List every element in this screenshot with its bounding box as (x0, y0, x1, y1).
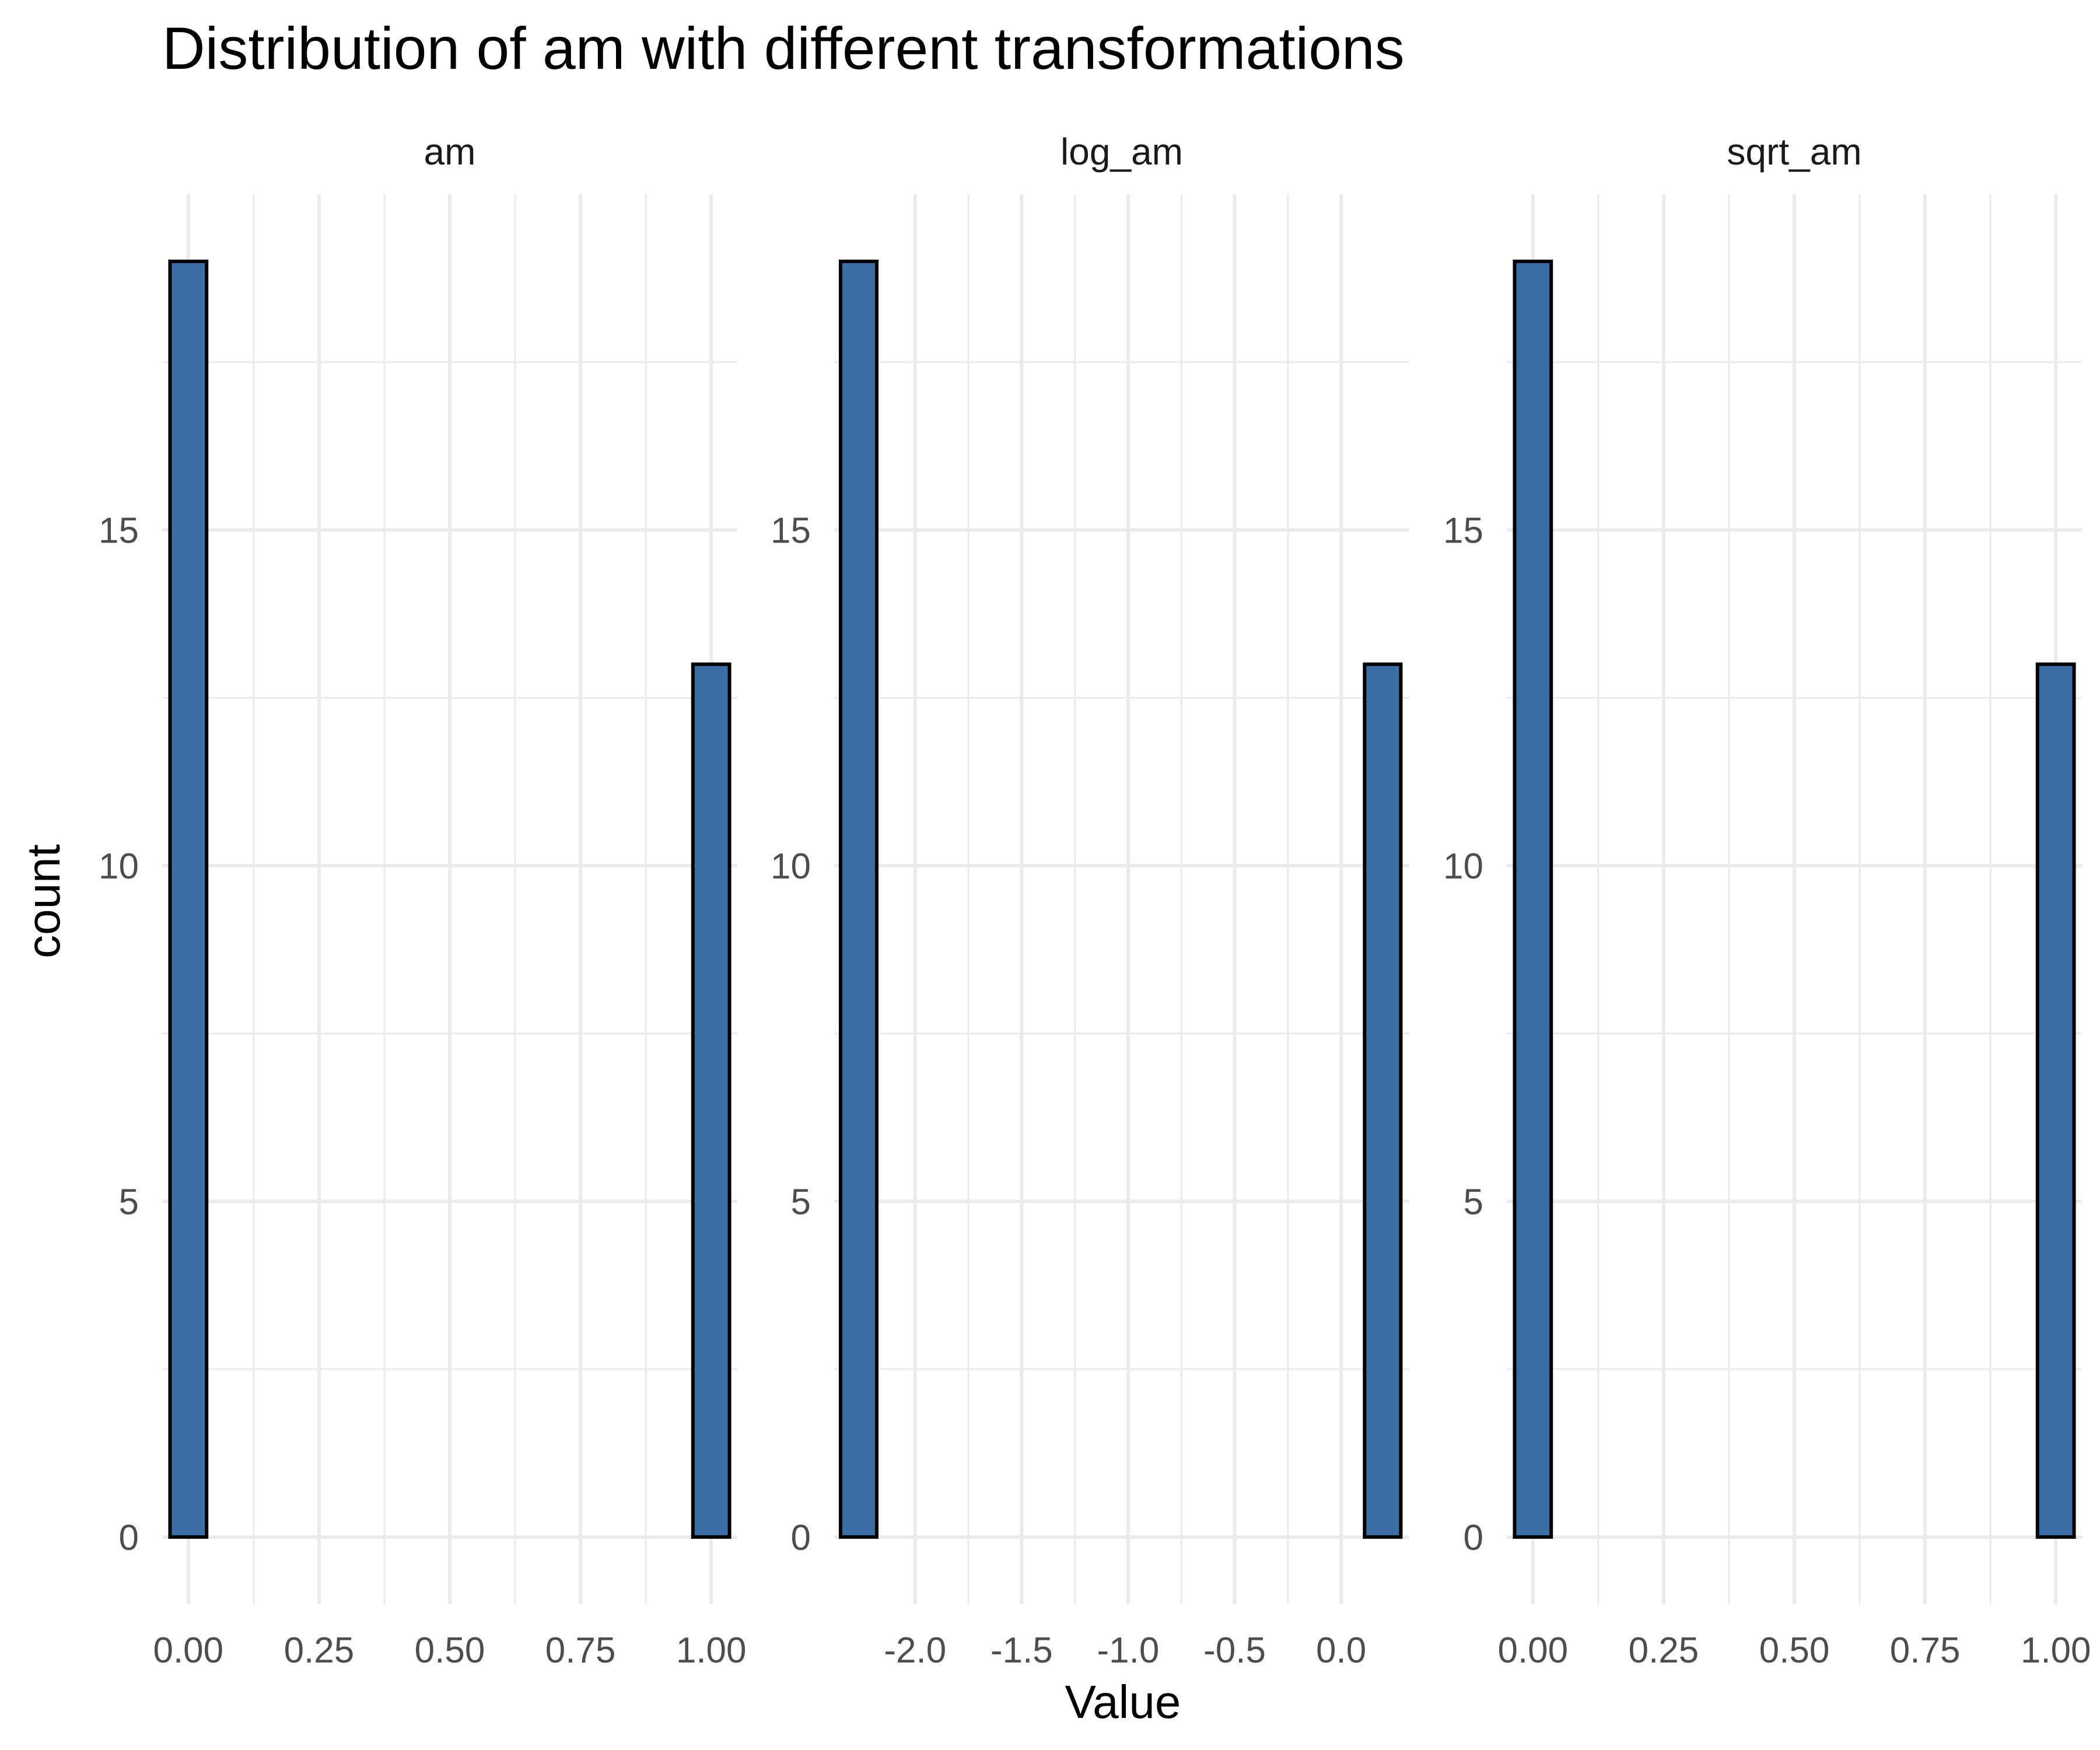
x-tick-label: 0.00 (1497, 1630, 1568, 1671)
x-tick-label: 0.25 (284, 1630, 355, 1671)
y-axis-title: count (18, 844, 69, 958)
chart-title: Distribution of am with different transf… (162, 15, 1405, 82)
y-tick-label: 15 (99, 510, 139, 551)
x-tick-label: -1.5 (991, 1630, 1053, 1671)
facet-strip-label: am (424, 131, 476, 173)
x-tick-label: 1.00 (676, 1630, 747, 1671)
y-tick-label: 10 (99, 846, 139, 887)
facet-panel-am: am 0 5 10 15 0.00 0.25 0.50 0.75 1.00 (99, 131, 746, 1671)
x-tick-label: -0.5 (1203, 1630, 1266, 1671)
x-tick-label: -2.0 (884, 1630, 946, 1671)
y-tick-label: 0 (119, 1518, 139, 1558)
x-tick-label: 0.50 (1759, 1630, 1830, 1671)
facet-panel-sqrt-am: sqrt_am 0 5 10 15 0.00 0.25 0.50 0.75 1.00 (1443, 131, 2091, 1671)
histogram-bar (691, 662, 732, 1539)
y-tick-label: 15 (1443, 510, 1483, 551)
x-axis-title: Value (1065, 1676, 1181, 1728)
x-tick-label: 0.25 (1629, 1630, 1699, 1671)
histogram-bar (838, 260, 879, 1539)
y-tick-label: 10 (771, 846, 811, 887)
y-tick-label: 5 (119, 1182, 139, 1222)
x-tick-label: 0.0 (1316, 1630, 1366, 1671)
x-tick-label: 0.75 (1890, 1630, 1961, 1671)
y-tick-label: 0 (1464, 1518, 1483, 1558)
x-tick-label: 1.00 (2021, 1630, 2091, 1671)
histogram-bar (2035, 662, 2076, 1539)
x-tick-label: 0.00 (153, 1630, 223, 1671)
facet-strip-label: log_am (1060, 131, 1183, 173)
y-tick-label: 5 (1464, 1182, 1483, 1222)
facet-strip-label: sqrt_am (1727, 131, 1861, 173)
histogram-bar (1513, 260, 1553, 1539)
histogram-bar (168, 260, 209, 1539)
y-tick-label: 5 (791, 1182, 811, 1222)
y-tick-label: 10 (1443, 846, 1483, 887)
y-tick-label: 0 (791, 1518, 811, 1558)
x-tick-label: 0.50 (415, 1630, 485, 1671)
x-tick-label: -1.0 (1097, 1630, 1160, 1671)
histogram-bar (1363, 662, 1403, 1539)
facet-panel-log-am: log_am 0 5 10 15 -2.0 -1.5 -1.0 -0.5 0.0 (771, 131, 1409, 1671)
y-tick-label: 15 (771, 510, 811, 551)
x-tick-label: 0.75 (545, 1630, 616, 1671)
